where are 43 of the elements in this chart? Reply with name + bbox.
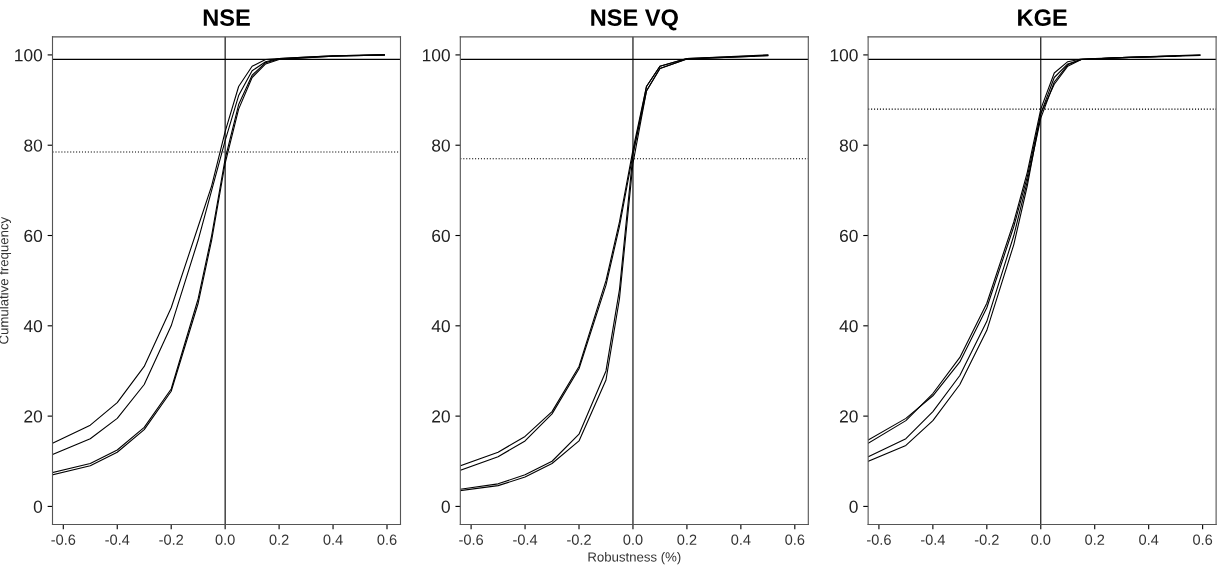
x-tick-label: 0.2 bbox=[1085, 534, 1105, 545]
x-tick-label: 0.6 bbox=[785, 534, 805, 545]
x-tick-label: 0.6 bbox=[1193, 534, 1213, 545]
y-tick-label: 40 bbox=[839, 319, 858, 333]
y-tick-label: 20 bbox=[839, 410, 858, 423]
y-tick-label: 0 bbox=[441, 500, 450, 513]
x-tick-label: -0.2 bbox=[974, 534, 999, 545]
y-tick-label: 40 bbox=[23, 319, 43, 333]
x-tick-label: 0.2 bbox=[677, 534, 697, 545]
y-tick-label: 100 bbox=[422, 49, 450, 62]
x-tick-label: -0.4 bbox=[920, 534, 946, 545]
y-tick-label: 20 bbox=[432, 410, 450, 423]
x-tick-label: 0.0 bbox=[1031, 534, 1051, 545]
x-tick-label: -0.6 bbox=[459, 534, 484, 545]
y-tick-label: 40 bbox=[431, 319, 450, 333]
x-tick-label: -0.2 bbox=[159, 534, 184, 545]
y-tick-label: 100 bbox=[15, 49, 43, 62]
x-tick-label: 0.2 bbox=[269, 534, 289, 545]
x-tick-label: 0.0 bbox=[215, 534, 235, 545]
chart-title: NSE VQ bbox=[591, 9, 678, 31]
y-tick-label: 80 bbox=[839, 139, 858, 152]
x-tick-label: -0.4 bbox=[513, 534, 538, 545]
x-tick-label: -0.4 bbox=[105, 534, 130, 545]
y-tick-label: 60 bbox=[432, 229, 450, 242]
chart-title: NSE bbox=[203, 9, 250, 26]
y-tick-label: 80 bbox=[24, 139, 43, 152]
x-axis-title: Robustness (%) bbox=[588, 551, 681, 565]
y-tick-label: 60 bbox=[24, 229, 43, 242]
chart-title: KGE bbox=[1018, 9, 1067, 26]
x-tick-label: -0.2 bbox=[567, 534, 591, 545]
y-tick-label: 80 bbox=[432, 139, 450, 152]
y-tick-label: 60 bbox=[839, 229, 858, 242]
y-tick-label: 100 bbox=[830, 49, 858, 62]
x-tick-label: -0.6 bbox=[51, 534, 76, 545]
x-tick-label: 0.4 bbox=[1139, 534, 1159, 545]
y-tick-label: 0 bbox=[849, 500, 858, 513]
x-tick-label: 0.0 bbox=[623, 534, 643, 545]
x-tick-label: 0.4 bbox=[731, 534, 751, 545]
y-tick-label: 0 bbox=[33, 500, 43, 513]
y-tick-label: 20 bbox=[24, 410, 43, 423]
x-tick-label: 0.4 bbox=[323, 534, 343, 545]
x-tick-label: 0.6 bbox=[377, 534, 397, 545]
x-tick-label: -0.6 bbox=[867, 534, 891, 545]
